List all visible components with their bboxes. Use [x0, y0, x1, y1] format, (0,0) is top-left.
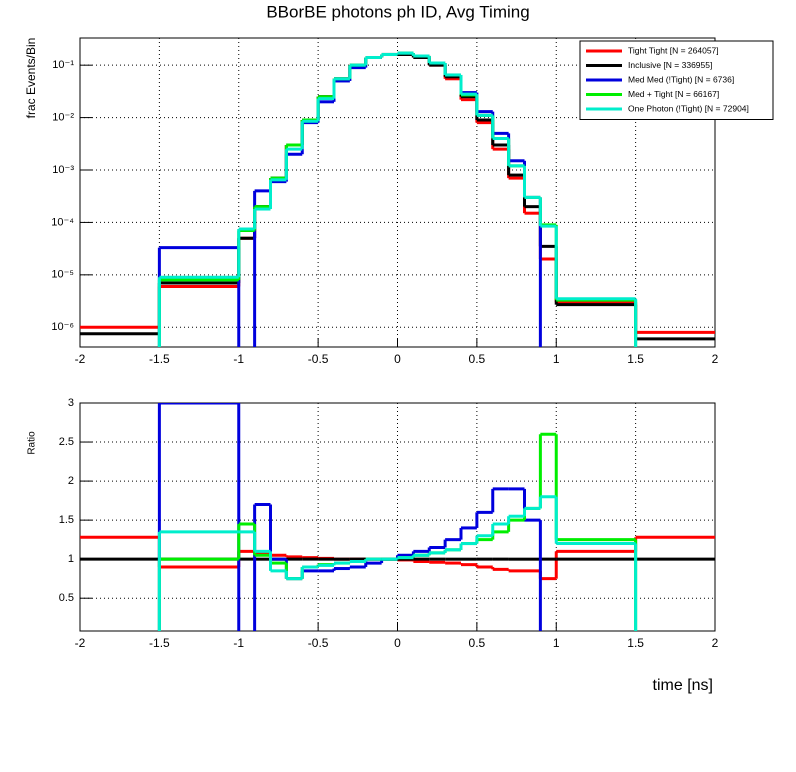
x-tick-label: 2: [712, 352, 719, 366]
y-tick-label: 10⁻⁵: [51, 269, 74, 281]
y-tick-label: 1: [68, 553, 74, 565]
x-tick-label: -1.5: [149, 636, 170, 650]
x-tick-label: 0.5: [469, 636, 486, 650]
y-axis-label: Ratio: [27, 431, 38, 455]
x-tick-label: 0: [394, 636, 401, 650]
x-tick-label: 1.5: [627, 636, 644, 650]
y-tick-label: 1.5: [59, 514, 74, 526]
x-tick-label: -2: [75, 352, 86, 366]
legend-label: One Photon (!Tight) [N = 72904]: [628, 103, 749, 113]
y-tick-label: 10⁻⁶: [51, 321, 74, 333]
legend-label: Med + Tight [N = 66167]: [628, 89, 719, 99]
y-tick-label: 10⁻²: [52, 111, 74, 123]
y-tick-label: 3: [68, 397, 74, 409]
x-axis-label: time [ns]: [653, 677, 713, 694]
x-tick-label: 0.5: [469, 352, 486, 366]
y-tick-label: 0.5: [59, 592, 74, 604]
x-tick-label: -1: [233, 352, 244, 366]
x-tick-label: 0: [394, 352, 401, 366]
x-tick-label: 1.5: [627, 352, 644, 366]
y-tick-label: 10⁻³: [52, 164, 74, 176]
legend-label: Med Med (!Tight) [N = 6736]: [628, 74, 734, 84]
x-tick-label: -2: [75, 636, 86, 650]
series-group: [80, 403, 715, 631]
x-tick-label: -1.5: [149, 352, 170, 366]
x-tick-label: 1: [553, 352, 560, 366]
y-tick-label: 10⁻¹: [52, 59, 74, 71]
x-tick-label: -1: [233, 636, 244, 650]
chart-title: BBorBE photons ph ID, Avg Timing: [266, 2, 529, 21]
x-tick-label: 2: [712, 636, 719, 650]
y-tick-label: 2: [68, 475, 74, 487]
series-group: [80, 51, 715, 347]
x-tick-label: -0.5: [308, 636, 329, 650]
legend-label: Inclusive [N = 336955]: [628, 60, 712, 70]
y-tick-label: 2.5: [59, 436, 74, 448]
y-axis-label: frac Events/Bin: [24, 38, 38, 119]
legend-label: Tight Tight [N = 264057]: [628, 45, 719, 55]
y-tick-label: 10⁻⁴: [51, 216, 74, 228]
plot-frame: [79, 402, 716, 632]
x-tick-label: 1: [553, 636, 560, 650]
x-tick-label: -0.5: [308, 352, 329, 366]
